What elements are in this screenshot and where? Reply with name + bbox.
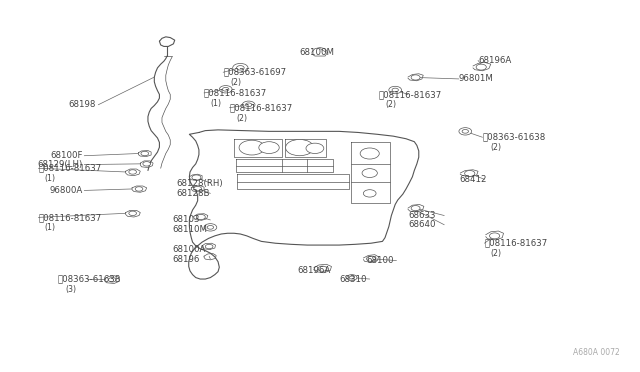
Text: ⒲08116-81637: ⒲08116-81637	[484, 239, 548, 248]
Circle shape	[364, 190, 376, 197]
Circle shape	[207, 225, 214, 229]
Circle shape	[285, 140, 314, 156]
Circle shape	[259, 142, 279, 154]
Circle shape	[129, 211, 136, 215]
Circle shape	[462, 129, 468, 133]
Circle shape	[223, 87, 229, 91]
Text: 96801M: 96801M	[459, 74, 494, 83]
Text: Ⓢ08363-61697: Ⓢ08363-61697	[223, 68, 286, 77]
Text: 68310: 68310	[339, 275, 367, 283]
Text: 68110M: 68110M	[172, 225, 207, 234]
Text: 68100: 68100	[366, 256, 394, 265]
Text: ⒲08116-81637: ⒲08116-81637	[230, 103, 292, 112]
Text: ⒲08116-81637: ⒲08116-81637	[38, 213, 102, 222]
Circle shape	[196, 214, 205, 219]
Text: 68196A: 68196A	[298, 266, 331, 275]
Circle shape	[108, 278, 116, 282]
Text: 68196A: 68196A	[478, 56, 511, 65]
Text: 68100A: 68100A	[172, 245, 205, 254]
Circle shape	[360, 148, 380, 159]
Text: Ⓢ08363-61638: Ⓢ08363-61638	[483, 133, 546, 142]
Text: (1): (1)	[45, 223, 56, 232]
Text: A680A 0072: A680A 0072	[573, 347, 620, 357]
Text: (2): (2)	[236, 113, 247, 122]
Text: 68103: 68103	[172, 215, 200, 224]
Text: 68100F: 68100F	[51, 151, 83, 160]
Circle shape	[129, 170, 136, 174]
Circle shape	[233, 63, 248, 72]
Text: 68128(RH): 68128(RH)	[177, 179, 223, 187]
Text: ⒲08116-81637: ⒲08116-81637	[204, 89, 268, 97]
Circle shape	[205, 244, 213, 249]
Text: 68412: 68412	[459, 175, 486, 184]
Circle shape	[347, 275, 357, 280]
Text: (2): (2)	[491, 249, 502, 258]
Circle shape	[476, 64, 486, 70]
Circle shape	[246, 103, 252, 107]
Text: (2): (2)	[231, 78, 242, 87]
Circle shape	[204, 224, 217, 231]
Text: 96800A: 96800A	[50, 186, 83, 195]
Circle shape	[318, 266, 327, 271]
Circle shape	[243, 101, 255, 109]
Circle shape	[389, 86, 401, 94]
Circle shape	[362, 169, 378, 177]
Circle shape	[465, 170, 475, 176]
Text: (1): (1)	[45, 174, 56, 183]
Circle shape	[411, 206, 420, 211]
Text: (3): (3)	[65, 285, 76, 294]
Text: 68198: 68198	[68, 100, 96, 109]
Text: ⒲08116-81637: ⒲08116-81637	[379, 90, 442, 99]
Text: 68640: 68640	[408, 220, 435, 229]
Circle shape	[411, 75, 420, 80]
Circle shape	[392, 88, 398, 92]
Circle shape	[141, 151, 148, 156]
Text: Ⓢ08363-61638: Ⓢ08363-61638	[58, 275, 121, 283]
Circle shape	[237, 65, 244, 70]
Circle shape	[220, 86, 232, 93]
Text: 68128B: 68128B	[177, 189, 210, 198]
Text: 68196: 68196	[172, 254, 200, 264]
Circle shape	[306, 143, 324, 154]
Circle shape	[490, 233, 500, 239]
Circle shape	[194, 186, 202, 191]
Text: (2): (2)	[490, 143, 501, 152]
Circle shape	[192, 175, 201, 180]
Text: 68100M: 68100M	[300, 48, 335, 57]
Text: (1): (1)	[211, 99, 221, 108]
Circle shape	[367, 256, 376, 261]
Circle shape	[135, 187, 143, 191]
Text: ⒲08116-81637: ⒲08116-81637	[38, 164, 102, 173]
Circle shape	[349, 276, 355, 279]
Text: (2): (2)	[385, 100, 396, 109]
Circle shape	[143, 161, 150, 166]
Circle shape	[239, 140, 264, 155]
Circle shape	[459, 128, 472, 135]
Text: 68633: 68633	[408, 211, 435, 220]
Text: 68129(LH): 68129(LH)	[38, 160, 83, 169]
